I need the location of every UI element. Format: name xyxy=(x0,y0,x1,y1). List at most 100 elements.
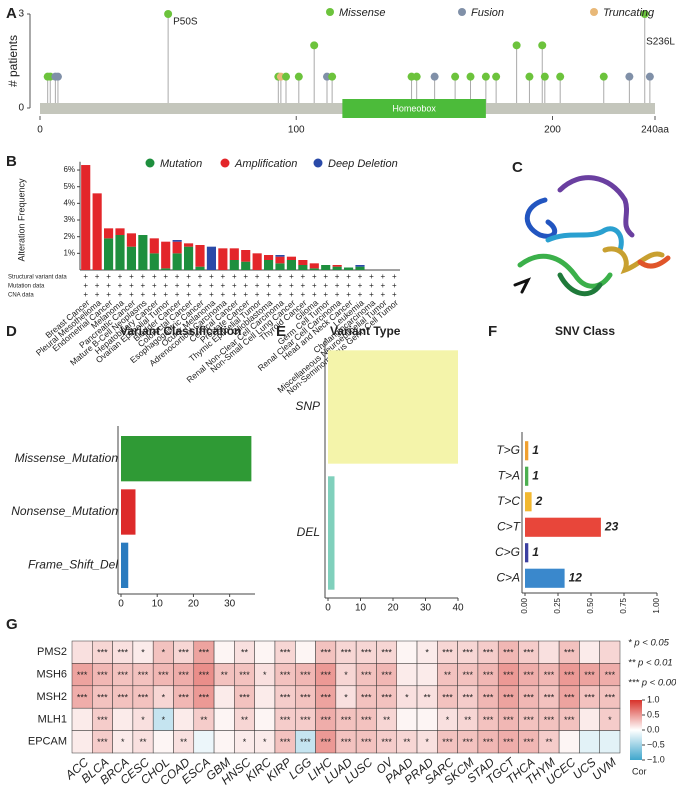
significance: *** xyxy=(361,648,372,658)
profile-marker: + xyxy=(175,272,180,281)
significance: *** xyxy=(463,648,474,658)
significance: * xyxy=(243,737,247,747)
bar-segment xyxy=(321,265,331,270)
profile-marker: + xyxy=(381,281,386,290)
profile-marker: + xyxy=(266,272,271,281)
significance: ** xyxy=(180,737,188,747)
profile-marker: + xyxy=(266,281,271,290)
significance: ** xyxy=(140,737,148,747)
count-label: 12 xyxy=(569,570,583,584)
bar-segment xyxy=(218,248,228,270)
note: ** p < 0.01 xyxy=(628,658,673,669)
heatmap-cell xyxy=(213,707,235,731)
significance: *** xyxy=(300,737,311,747)
heatmap-cell xyxy=(579,640,600,664)
heatmap-cell xyxy=(213,685,235,709)
significance: *** xyxy=(564,670,575,680)
profile-marker: + xyxy=(335,281,340,290)
bar-segment xyxy=(206,246,216,270)
bar-segment xyxy=(309,268,319,270)
legend-label: Fusion xyxy=(471,7,504,19)
significance: *** xyxy=(138,670,149,680)
x-tick-label: 0 xyxy=(118,599,124,610)
count-label: 23 xyxy=(604,519,619,533)
bar xyxy=(328,350,458,464)
y-axis-label: Alteration Frequency xyxy=(16,178,26,262)
significance: *** xyxy=(483,692,494,702)
profile-marker: + xyxy=(209,290,214,299)
y-tick-label: Frame_Shift_Del xyxy=(28,558,118,572)
x-tick-label: 20 xyxy=(387,603,399,614)
bar-segment xyxy=(229,248,239,261)
legend-marker xyxy=(458,8,466,16)
significance: *** xyxy=(300,670,311,680)
profile-marker: + xyxy=(221,272,226,281)
row-label: PMS2 xyxy=(37,646,67,658)
y-tick-label: 0 xyxy=(18,103,24,114)
heatmap-cell xyxy=(112,707,134,731)
significance: *** xyxy=(280,737,291,747)
profile-marker: + xyxy=(243,272,248,281)
profile-marker: + xyxy=(369,290,374,299)
bar-segment xyxy=(275,255,285,257)
significance: * xyxy=(344,670,348,680)
significance: * xyxy=(263,670,267,680)
significance: *** xyxy=(564,648,575,658)
bar-segment xyxy=(172,240,182,242)
heatmap-cell xyxy=(213,640,235,664)
heatmap-cell xyxy=(254,685,276,709)
significance: *** xyxy=(442,692,453,702)
significance: *** xyxy=(239,670,250,680)
y-tick-label: C>A xyxy=(496,570,520,584)
significance: *** xyxy=(361,692,372,702)
significance: * xyxy=(405,692,409,702)
y-tick-label: C>T xyxy=(497,519,522,533)
legend-label: Truncating xyxy=(603,7,655,19)
significance: *** xyxy=(158,670,169,680)
heatmap-cell xyxy=(396,640,418,664)
profile-marker: + xyxy=(141,281,146,290)
profile-marker: + xyxy=(221,281,226,290)
bar-segment xyxy=(126,246,136,270)
bar-segment xyxy=(195,245,205,267)
bar-segment xyxy=(115,235,125,270)
profile-marker: + xyxy=(346,272,351,281)
y-tick-label: Nonsense_Mutation xyxy=(11,504,118,518)
profile-marker: + xyxy=(301,272,306,281)
significance: *** xyxy=(97,737,108,747)
legend-label: Missense xyxy=(339,7,385,19)
x-tick-label: 0 xyxy=(37,125,43,136)
helix xyxy=(602,246,665,275)
count-label: 1 xyxy=(532,443,539,457)
panel-title: Variant Classification xyxy=(120,324,241,338)
significance: *** xyxy=(199,670,210,680)
significance: *** xyxy=(280,715,291,725)
significance: *** xyxy=(361,715,372,725)
significance: * xyxy=(141,715,145,725)
significance: *** xyxy=(442,648,453,658)
bar-segment xyxy=(126,233,136,247)
significance: *** xyxy=(97,692,108,702)
legend-marker xyxy=(220,158,230,168)
profile-marker: + xyxy=(141,290,146,299)
bar-segment xyxy=(149,238,159,254)
sidechain xyxy=(513,277,532,294)
profile-marker: + xyxy=(289,290,294,299)
bar-segment xyxy=(195,266,205,270)
profile-marker: + xyxy=(163,281,168,290)
x-tick-label: 240aa xyxy=(641,125,669,136)
lollipop-head xyxy=(466,72,475,81)
heatmap-cell xyxy=(416,663,438,687)
bar-segment xyxy=(115,228,125,236)
legend-marker xyxy=(145,158,155,168)
y-tick-label: C>G xyxy=(495,545,520,559)
significance: *** xyxy=(320,648,331,658)
panel-letter: E xyxy=(276,323,286,340)
profile-row-label: Mutation data xyxy=(8,284,45,290)
profile-marker: + xyxy=(278,272,283,281)
lollipop-head xyxy=(492,72,501,81)
profile-marker: + xyxy=(358,281,363,290)
profile-marker: + xyxy=(312,281,317,290)
profile-marker: + xyxy=(358,290,363,299)
